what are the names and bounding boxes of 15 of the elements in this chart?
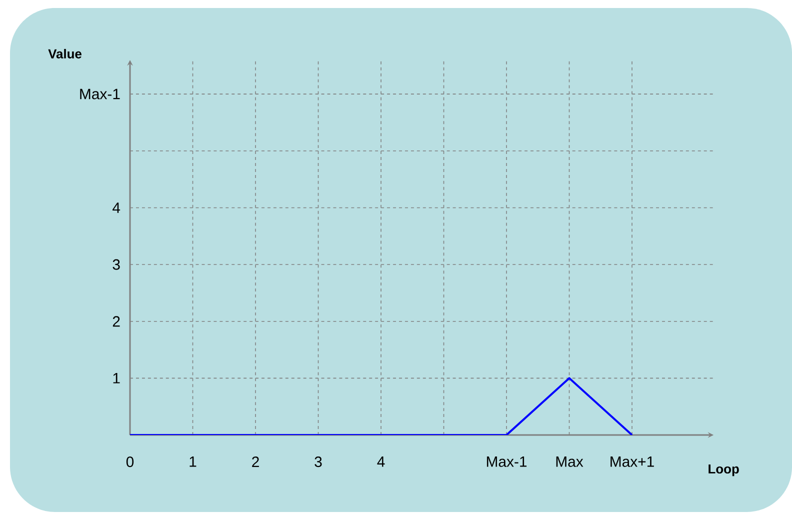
x-tick-label: 3 [314, 456, 322, 468]
y-tick-label: Max-1 [80, 88, 120, 100]
y-tick-label: 3 [112, 259, 120, 270]
y-tick-label: 1 [113, 373, 120, 384]
y-tick-label: 2 [112, 316, 120, 327]
x-tick-label: 0 [126, 456, 134, 468]
x-tick-label: 1 [190, 456, 196, 467]
x-tick-label: 4 [377, 456, 385, 467]
x-tick-label: 2 [252, 456, 259, 467]
x-tick-label: Max-1 [486, 456, 527, 467]
y-tick-label: 4 [112, 202, 120, 213]
x-tick-label: Max [556, 456, 584, 467]
x-tick-label: Max+1 [610, 456, 654, 467]
y-axis-title: Value [48, 48, 82, 58]
x-axis-title: Loop [708, 464, 739, 476]
